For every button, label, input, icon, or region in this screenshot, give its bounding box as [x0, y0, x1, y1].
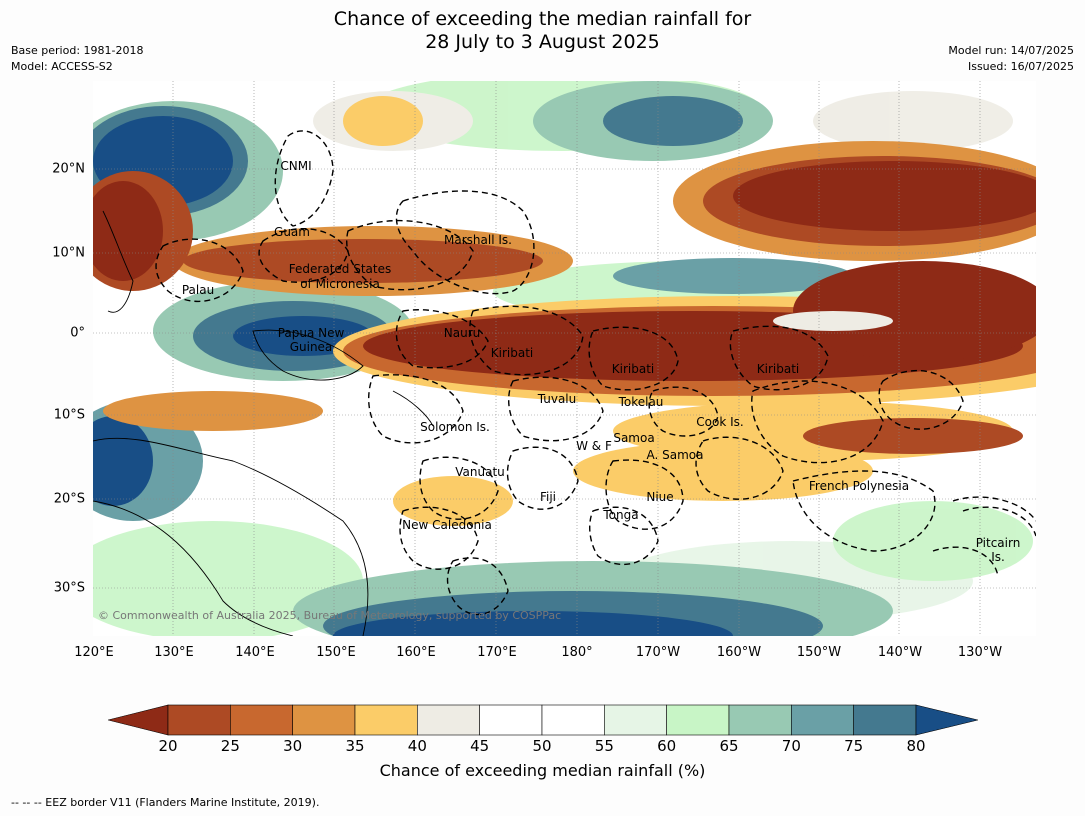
base-period: Base period: 1981-2018: [11, 44, 144, 57]
lon-label: 140°W: [877, 645, 923, 660]
lat-label: 10°S: [53, 407, 85, 423]
colorbar-cell: [853, 704, 917, 736]
place-label: Vanuatu: [455, 465, 505, 479]
place-label: Palau: [181, 283, 215, 297]
place-label: Solomon Is.: [420, 420, 490, 434]
lon-label: 160°E: [396, 645, 436, 660]
colorbar-cell: [791, 704, 854, 736]
colorbar-low-extend: [108, 704, 169, 736]
colorbar-tick: 65: [719, 737, 739, 755]
model-name: Model: ACCESS-S2: [11, 60, 113, 73]
lon-label: 120°E: [74, 645, 114, 660]
lon-label: 170°W: [635, 645, 681, 660]
lat-label: 0°: [70, 325, 85, 341]
colorbar-tick: 40: [407, 737, 427, 755]
colorbar-tick: 75: [844, 737, 864, 755]
colorbar-cell: [728, 704, 792, 736]
colorbar-cell: [666, 704, 730, 736]
colorbar-tick: 80: [906, 737, 926, 755]
lon-label: 160°W: [716, 645, 762, 660]
place-label: Tokelau: [618, 395, 664, 409]
colorbar-cell: [354, 704, 418, 736]
place-label: Is.: [991, 550, 1005, 564]
lat-label: 20°S: [53, 491, 85, 507]
place-label: W & F: [576, 439, 612, 453]
lon-label: 170°E: [477, 645, 517, 660]
colorbar-cell: [292, 704, 356, 736]
colorbar-cell: [541, 704, 605, 736]
colorbar-tick: 20: [158, 737, 178, 755]
lat-label: 20°N: [52, 161, 85, 177]
place-label: Cook Is.: [696, 415, 744, 429]
place-label: Tonga: [603, 508, 639, 522]
copyright-text: © Commonwealth of Australia 2025, Bureau…: [98, 609, 562, 622]
map-title-line1: Chance of exceeding the median rainfall …: [333, 8, 752, 30]
colorbar-cell: [167, 704, 231, 736]
model-run: Model run: 14/07/2025: [948, 44, 1074, 57]
colorbar: [108, 704, 978, 736]
place-label: Samoa: [613, 431, 655, 445]
eez-footnote: -- -- -- EEZ border V11 (Flanders Marine…: [11, 796, 320, 809]
left-meta: Base period: 1981-2018 Model: ACCESS-S2: [11, 43, 143, 75]
issued-date: Issued: 16/07/2025: [967, 60, 1074, 73]
place-label: New Caledonia: [402, 518, 492, 532]
lat-label: 30°S: [53, 580, 85, 596]
place-label: Tuvalu: [537, 392, 577, 406]
lon-label: 150°E: [316, 645, 356, 660]
place-label: Guam: [274, 225, 310, 239]
place-label: A. Samoa: [646, 448, 704, 462]
place-label: Nauru: [443, 326, 481, 340]
place-label: Papua New: [277, 326, 345, 340]
colorbar-cell: [417, 704, 480, 736]
colorbar-high-extend: [915, 704, 978, 736]
place-label: Federated States: [288, 262, 392, 276]
place-label: French Polynesia: [808, 479, 910, 493]
lon-label: 130°E: [154, 645, 194, 660]
colorbar-tick: 35: [345, 737, 365, 755]
place-label: Kiribati: [756, 362, 800, 376]
place-label: Pitcairn: [975, 536, 1021, 550]
colorbar-cell: [230, 704, 293, 736]
colorbar-tick: 30: [283, 737, 303, 755]
colorbar-title: Chance of exceeding median rainfall (%): [379, 761, 706, 780]
place-label: Fiji: [539, 490, 557, 504]
colorbar-cell: [479, 704, 543, 736]
lon-label: 150°W: [796, 645, 842, 660]
colorbar-tick: 60: [657, 737, 677, 755]
colorbar-tick: 70: [781, 737, 801, 755]
colorbar-tick: 25: [220, 737, 240, 755]
lon-label: 140°E: [235, 645, 275, 660]
place-label: of Micronesia: [300, 277, 380, 291]
map-canvas: [93, 81, 1036, 636]
place-label: CNMI: [280, 159, 312, 173]
lon-label: 180°: [561, 645, 593, 660]
place-label: Kiribati: [611, 362, 655, 376]
colorbar-tick: 50: [532, 737, 552, 755]
lon-label: 130°W: [957, 645, 1003, 660]
right-meta: Model run: 14/07/2025 Issued: 16/07/2025: [948, 43, 1074, 75]
rainfall-map: [93, 81, 1036, 636]
colorbar-tick: 45: [470, 737, 490, 755]
map-title-line2: 28 July to 3 August 2025: [425, 31, 660, 53]
place-label: Niue: [646, 490, 674, 504]
place-label: Guinea: [289, 340, 333, 354]
colorbar-tick: 55: [594, 737, 614, 755]
place-label: Marshall Is.: [444, 233, 512, 247]
colorbar-cell: [604, 704, 667, 736]
lat-label: 10°N: [52, 245, 85, 261]
place-label: Kiribati: [490, 346, 534, 360]
